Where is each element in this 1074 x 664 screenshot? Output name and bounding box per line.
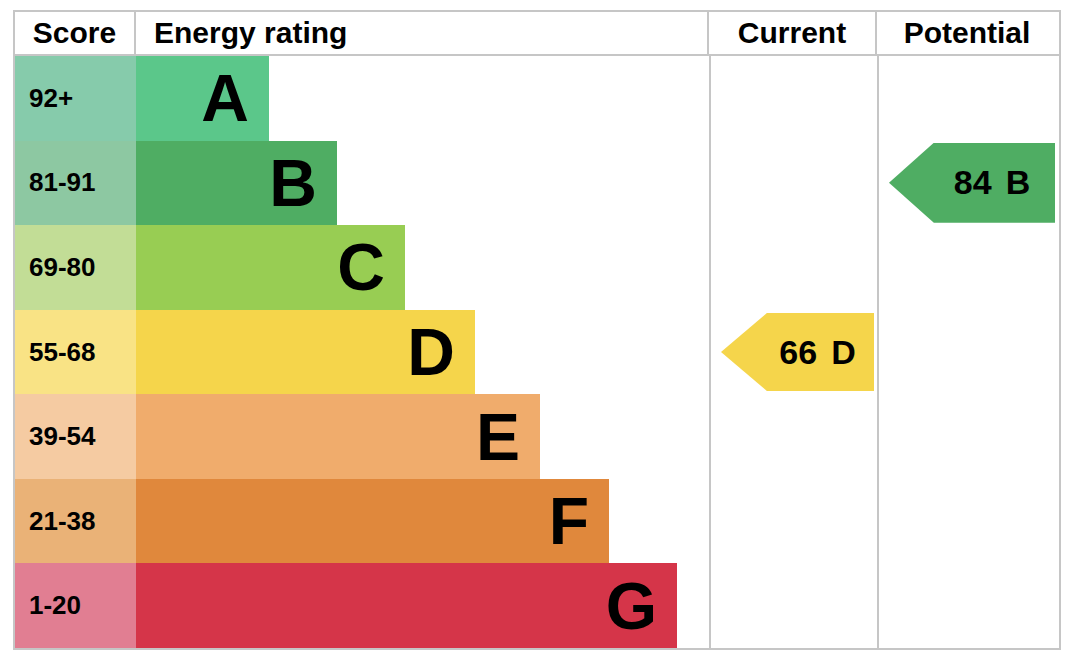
header-score: Score (15, 12, 136, 54)
band-score-cell: 69-80 (15, 225, 136, 310)
band-bar-area: B (136, 141, 709, 226)
band-row-c: 69-80 C (15, 225, 1059, 310)
band-bar: C (136, 225, 405, 310)
band-score-cell: 55-68 (15, 310, 136, 395)
band-bar: B (136, 141, 337, 226)
band-letter: C (337, 234, 385, 300)
band-letter: F (549, 488, 589, 554)
band-row-g: 1-20 G (15, 563, 1059, 648)
band-bar: A (136, 56, 269, 141)
current-cell (709, 563, 877, 648)
current-rating-arrow: 66 D (721, 313, 874, 391)
header-current: Current (707, 12, 875, 54)
potential-rating-arrow: 84 B (889, 143, 1055, 223)
band-letter: E (476, 404, 520, 470)
header-potential: Potential (875, 12, 1057, 54)
potential-rating-value: 84 (954, 163, 992, 202)
band-bar-area: A (136, 56, 709, 141)
band-score-cell: 21-38 (15, 479, 136, 564)
band-bar: D (136, 310, 475, 395)
band-score-cell: 1-20 (15, 563, 136, 648)
potential-cell (877, 394, 1059, 479)
current-cell (709, 225, 877, 310)
band-bar: F (136, 479, 609, 564)
band-letter: A (201, 65, 249, 131)
potential-cell: 84 B (877, 141, 1059, 226)
band-bar-area: E (136, 394, 709, 479)
table-header: Score Energy rating Current Potential (15, 12, 1059, 56)
potential-rating-band: B (1006, 163, 1031, 202)
potential-cell (877, 310, 1059, 395)
band-bar-area: C (136, 225, 709, 310)
band-score-cell: 39-54 (15, 394, 136, 479)
band-letter: D (407, 319, 455, 385)
potential-cell (877, 225, 1059, 310)
header-energy-rating: Energy rating (136, 12, 707, 54)
potential-cell (877, 56, 1059, 141)
current-cell (709, 56, 877, 141)
current-cell: 66 D (709, 310, 877, 395)
band-bar: G (136, 563, 677, 648)
band-letter: B (269, 150, 317, 216)
band-bar-area: D (136, 310, 709, 395)
band-row-f: 21-38 F (15, 479, 1059, 564)
band-rows: 92+ A 81-91 B 84 B 69-80 (15, 56, 1059, 648)
band-bar-area: F (136, 479, 709, 564)
epc-energy-rating-chart: Score Energy rating Current Potential 92… (13, 10, 1061, 650)
current-rating-value: 66 (779, 333, 817, 372)
band-score-cell: 92+ (15, 56, 136, 141)
band-row-e: 39-54 E (15, 394, 1059, 479)
band-letter: G (606, 573, 657, 639)
band-row-d: 55-68 D 66 D (15, 310, 1059, 395)
band-score-cell: 81-91 (15, 141, 136, 226)
band-bar: E (136, 394, 540, 479)
potential-cell (877, 563, 1059, 648)
potential-cell (877, 479, 1059, 564)
current-cell (709, 479, 877, 564)
band-row-a: 92+ A (15, 56, 1059, 141)
band-row-b: 81-91 B 84 B (15, 141, 1059, 226)
current-rating-band: D (831, 333, 856, 372)
band-bar-area: G (136, 563, 709, 648)
current-cell (709, 141, 877, 226)
current-cell (709, 394, 877, 479)
